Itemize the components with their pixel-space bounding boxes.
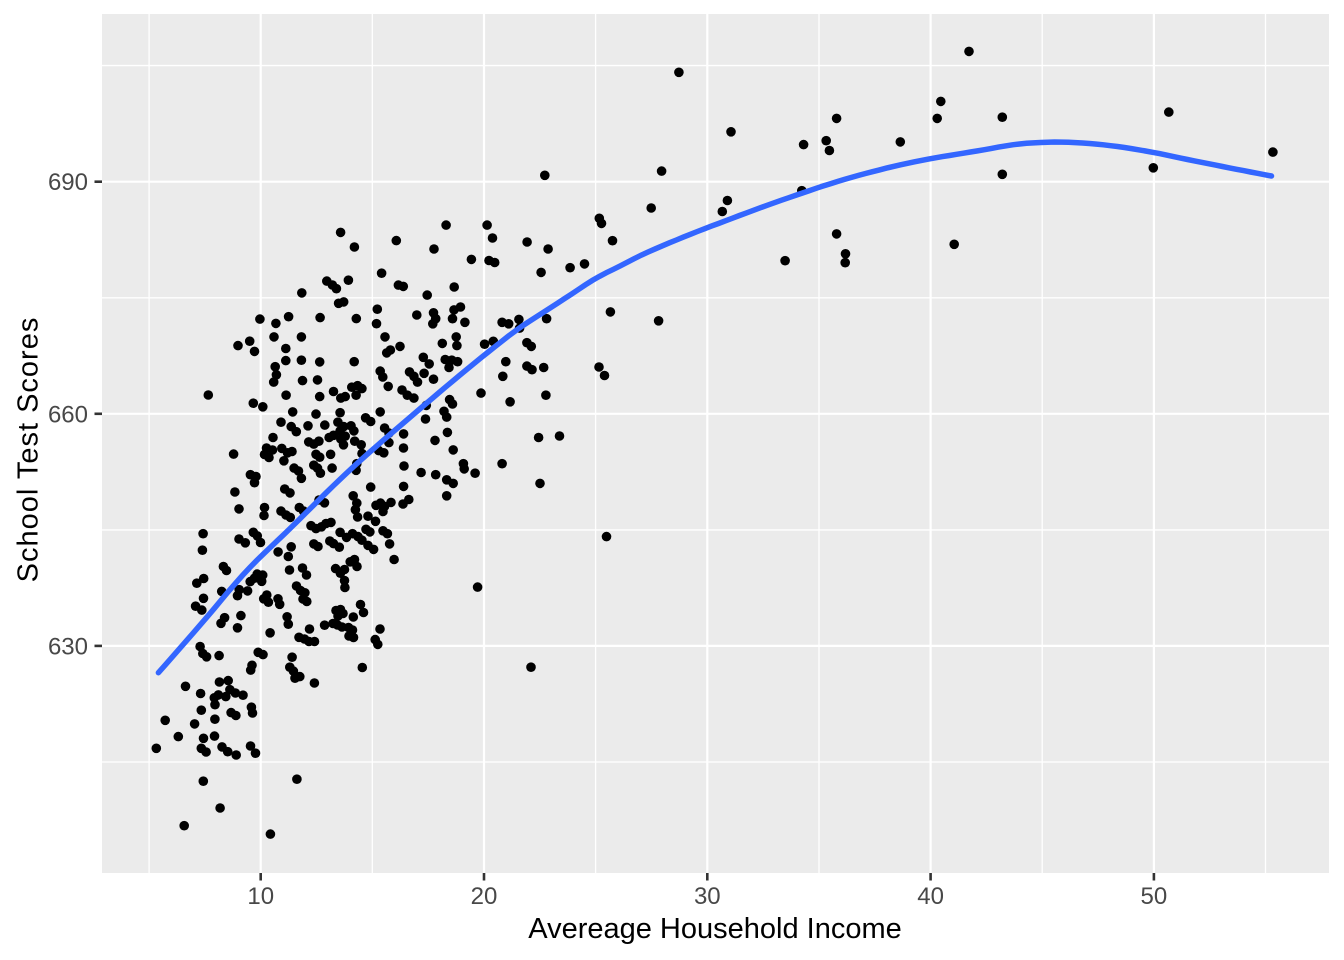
svg-text:630: 630 xyxy=(48,633,88,660)
svg-text:40: 40 xyxy=(917,883,944,910)
svg-text:30: 30 xyxy=(694,883,721,910)
svg-text:50: 50 xyxy=(1141,883,1168,910)
svg-text:School Test Scores: School Test Scores xyxy=(13,317,45,583)
svg-text:660: 660 xyxy=(48,401,88,428)
svg-text:20: 20 xyxy=(471,883,498,910)
svg-text:690: 690 xyxy=(48,169,88,196)
svg-text:Avereage Household Income: Avereage Household Income xyxy=(528,913,902,945)
svg-text:10: 10 xyxy=(247,883,274,910)
